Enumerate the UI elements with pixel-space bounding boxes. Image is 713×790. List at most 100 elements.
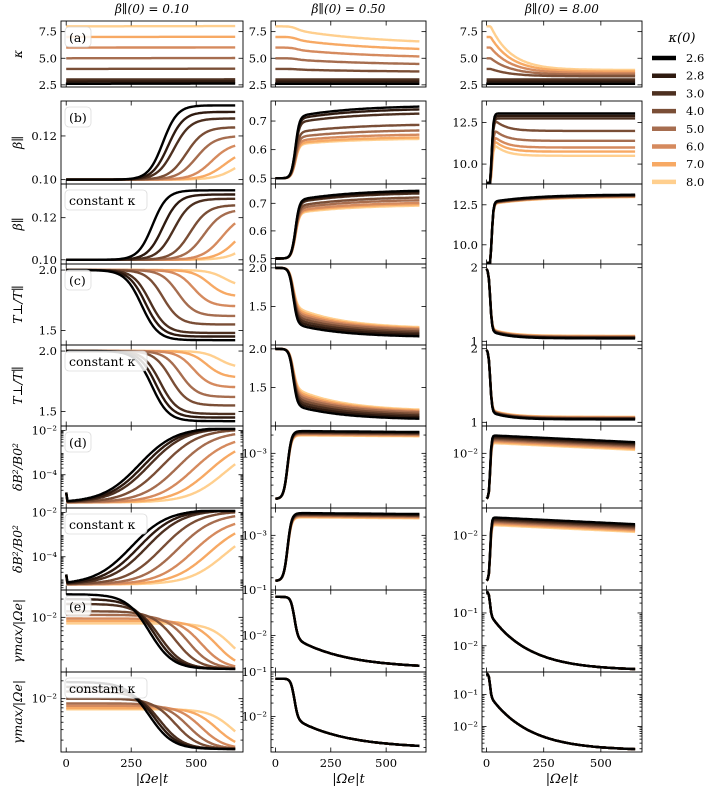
x-tick-label: 0: [272, 756, 279, 770]
y-tick-label: 0.12: [31, 129, 57, 143]
y-tick-label: 1: [471, 334, 478, 348]
panel-r4-c1: 1.5 2.0: [249, 342, 427, 427]
y-tick-label: 10⁻²: [242, 629, 267, 643]
series-kappa-4.0: [275, 123, 420, 180]
series-kappa-8.0: [485, 524, 636, 582]
panel-r7-c0: 10⁻² (e) γmax/|Ωe|: [10, 589, 244, 673]
y-tick-label: 2.5: [249, 78, 267, 92]
y-tick-label: 10⁻⁴: [32, 550, 58, 564]
legend-label-7.0: 7.0: [686, 157, 704, 171]
series-kappa-6.0: [275, 46, 420, 58]
series-kappa-2.6: [485, 268, 636, 340]
series-kappa-7.0: [275, 35, 420, 51]
y-tick-label: 7.5: [249, 25, 267, 39]
series-kappa-3.0: [486, 117, 636, 184]
series-kappa-4.0: [65, 511, 236, 586]
y-tick-label: 0.7: [249, 114, 267, 128]
x-tick-label: 0: [63, 756, 70, 770]
y-tick-label: 10⁻⁴: [32, 468, 58, 482]
y-tick-label: 1.5: [39, 404, 57, 418]
y-tick-label: 2.0: [39, 263, 57, 277]
series-kappa-4.0: [66, 697, 236, 750]
y-tick-label: 5.0: [460, 51, 478, 65]
panel-r6-c0: 10⁻⁴ 10⁻² constant κ δB²/B0²: [10, 505, 244, 591]
series-kappa-7.0: [485, 268, 636, 338]
panel-r1-c2: 10.0 12.5: [452, 100, 643, 185]
series-kappa-2.6: [275, 595, 420, 667]
series-kappa-6.0: [275, 432, 420, 500]
y-tick-label: 10⁻¹: [453, 606, 478, 620]
legend-label-4.0: 4.0: [686, 104, 704, 118]
series-kappa-5.0: [486, 590, 636, 671]
series-kappa-5.0: [66, 209, 236, 261]
y-tick-label: 1: [471, 415, 478, 429]
panel-r7-c2: 10⁻¹ 10⁻²: [453, 589, 643, 673]
y-tick-label: 10.0: [452, 157, 478, 171]
panel-r0-c1: 2.5 5.0 7.5: [249, 20, 427, 92]
panel-frame: [481, 20, 643, 88]
series-kappa-5.0: [275, 432, 420, 500]
y-tick-label: 10⁻²: [32, 692, 57, 706]
series-kappa-3.0: [485, 349, 636, 420]
series-kappa-5.0: [486, 195, 636, 264]
y-tick-label: 0.10: [31, 253, 57, 267]
y-tick-label: 10⁻³: [242, 446, 268, 460]
series-kappa-7.0: [275, 515, 420, 582]
y-tick-label: 10⁻¹: [242, 665, 267, 679]
x-tick-label: 250: [320, 756, 342, 770]
series-kappa-4.0: [486, 590, 636, 671]
y-tick-label: 0.5: [249, 251, 267, 265]
y-tick-label: 0.5: [249, 171, 267, 185]
legend-label-6.0: 6.0: [686, 140, 704, 154]
panel-frame: [481, 589, 643, 673]
y-axis-label: β∥: [10, 136, 25, 150]
series-kappa-2.6: [275, 511, 420, 582]
x-tick-label: 250: [533, 756, 555, 770]
series-kappa-4.0: [66, 204, 236, 261]
panel-tag: constant κ: [69, 517, 136, 532]
series-kappa-4.0: [486, 120, 636, 184]
series-kappa-2.6: [65, 509, 236, 584]
series-kappa-5.0: [486, 57, 636, 76]
series-kappa-2.6: [275, 189, 420, 260]
y-tick-label: 0.6: [249, 224, 267, 238]
series-kappa-2.6: [485, 349, 636, 421]
series-kappa-2.6: [485, 434, 636, 500]
y-tick-label: 7.5: [39, 25, 57, 39]
y-tick-label: 10⁻¹: [242, 583, 267, 597]
series-kappa-4.0: [486, 67, 636, 78]
series-kappa-6.0: [65, 440, 236, 504]
series-kappa-5.0: [486, 672, 636, 751]
series-kappa-4.0: [486, 672, 636, 751]
series-kappa-5.0: [485, 349, 636, 420]
panel-frame: [60, 20, 244, 88]
series-kappa-3.0: [275, 347, 420, 417]
column-title-1: β∥(0) = 0.50: [311, 2, 386, 16]
y-tick-label: 10⁻²: [32, 423, 57, 437]
y-tick-label: 2: [471, 261, 478, 275]
panel-r8-c2: 10⁻¹ 10⁻² 0 250 500: [453, 671, 643, 770]
y-tick-label: 2.0: [249, 342, 267, 356]
series-kappa-2.8: [485, 349, 636, 421]
series-kappa-8.0: [486, 672, 636, 751]
y-tick-label: 12.5: [452, 116, 478, 130]
legend-label-3.0: 3.0: [686, 86, 704, 100]
series-kappa-2.6: [65, 427, 236, 503]
legend: κ(0) 2.6 2.8 3.0 4.0 5.0 6.0 7.0 8.0: [652, 31, 704, 189]
series-kappa-2.6: [66, 104, 236, 181]
panel-grid: 2.5 5.0 7.5 (a) κ 2.5 5.0 7.5 2.5 5.0 7.5 0.10 0.12 (…: [10, 20, 643, 770]
x-axis-label: |Ωe|t: [136, 772, 169, 787]
panel-r8-c1: 10⁻¹ 10⁻² 0 250 500: [242, 665, 427, 770]
y-tick-label: 10⁻³: [242, 528, 268, 542]
panel-frame: [481, 671, 643, 753]
y-axis-label: κ: [10, 49, 25, 59]
y-tick-label: 5.0: [39, 51, 57, 65]
series-kappa-3.0: [66, 117, 236, 181]
panel-r5-c0: 10⁻⁴ 10⁻² (d) δB²/B0²: [10, 423, 244, 509]
series-kappa-2.6: [486, 112, 636, 184]
x-tick-label: 0: [483, 756, 490, 770]
y-tick-label: 10⁻²: [32, 610, 57, 624]
series-kappa-2.8: [486, 193, 636, 264]
y-tick-label: 1.5: [39, 323, 57, 337]
y-tick-label: 12.5: [452, 198, 478, 212]
